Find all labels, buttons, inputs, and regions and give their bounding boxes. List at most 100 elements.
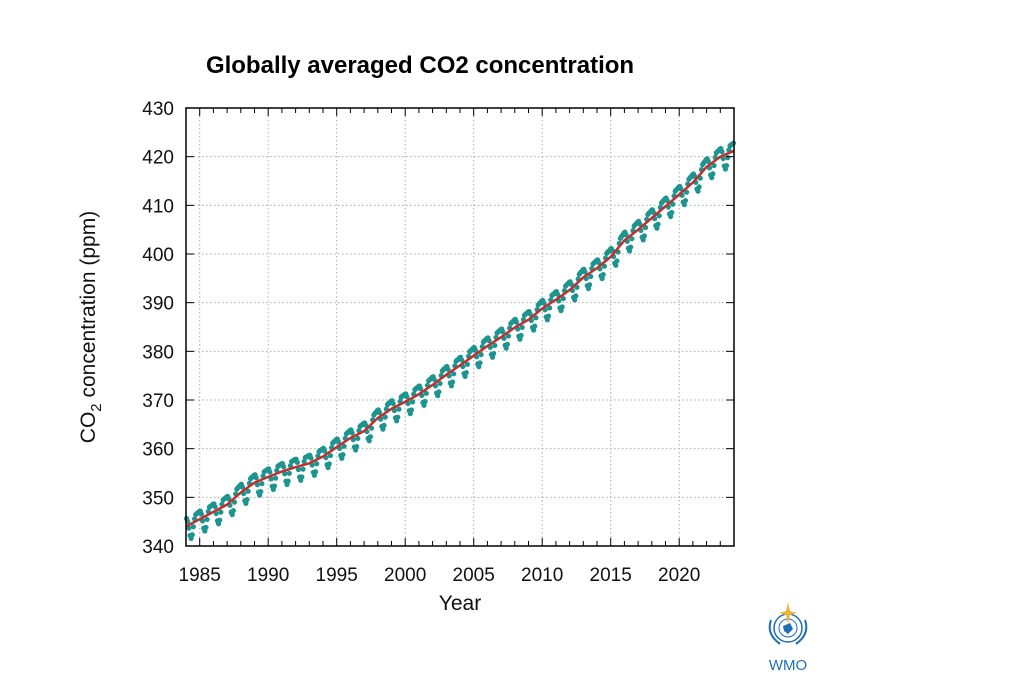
y-tick-label: 390 xyxy=(142,294,174,315)
monthly-point xyxy=(217,517,223,523)
monthly-point xyxy=(500,329,506,335)
monthly-point xyxy=(669,209,675,216)
y-axis-label: CO2 concentration (ppm) xyxy=(77,211,105,443)
x-tick-label: 2015 xyxy=(590,565,632,586)
x-tick-label: 2020 xyxy=(658,565,700,586)
monthly-point xyxy=(431,376,437,383)
monthly-point xyxy=(696,184,702,190)
monthly-point xyxy=(626,248,633,254)
monthly-point xyxy=(681,202,687,208)
x-tick-label: 1990 xyxy=(247,565,289,586)
monthly-point xyxy=(204,516,210,523)
monthly-point xyxy=(239,484,246,490)
monthly-point xyxy=(656,213,662,219)
monthly-point xyxy=(271,483,278,489)
monthly-point xyxy=(301,459,307,465)
monthly-point xyxy=(486,338,492,344)
monthly-point xyxy=(354,443,360,450)
monthly-point xyxy=(212,504,218,510)
y-tick-label: 420 xyxy=(142,148,174,169)
monthly-point xyxy=(684,189,690,195)
monthly-point xyxy=(314,461,320,467)
monthly-point xyxy=(545,313,552,319)
y-tick-label: 370 xyxy=(142,391,174,412)
x-tick-label: 2000 xyxy=(384,565,426,586)
wmo-logo-text: WMO xyxy=(769,657,807,674)
monthly-point xyxy=(408,407,415,413)
monthly-point xyxy=(560,296,566,302)
monthly-point xyxy=(664,198,670,204)
monthly-point xyxy=(253,475,259,481)
monthly-point xyxy=(437,380,443,387)
monthly-point xyxy=(601,263,608,269)
x-tick-label: 1985 xyxy=(179,565,221,586)
wmo-emblem-icon xyxy=(768,602,808,645)
monthly-point xyxy=(596,259,602,266)
monthly-point xyxy=(422,398,428,405)
monthly-point xyxy=(404,394,410,400)
monthly-point xyxy=(335,439,342,445)
y-tick-label: 360 xyxy=(142,440,174,461)
monthly-point xyxy=(628,244,634,250)
monthly-point xyxy=(229,512,235,518)
monthly-point xyxy=(286,470,292,476)
monthly-point xyxy=(477,360,483,366)
monthly-point xyxy=(367,434,373,440)
monthly-point xyxy=(650,209,657,215)
monthly-point xyxy=(654,225,660,231)
monthly-point xyxy=(396,406,402,412)
monthly-point xyxy=(273,475,279,481)
monthly-point xyxy=(267,469,273,475)
monthly-point xyxy=(555,291,561,297)
grid xyxy=(186,108,734,546)
monthly-point xyxy=(190,524,197,530)
monthly-point xyxy=(203,524,209,531)
monthly-point xyxy=(410,399,416,405)
monthly-point xyxy=(668,213,674,220)
monthly-point xyxy=(531,327,537,333)
y-tick-label: 410 xyxy=(142,196,174,217)
monthly-point xyxy=(711,162,717,169)
y-tick-label: 430 xyxy=(142,99,174,120)
monthly-point xyxy=(244,496,250,503)
monthly-point xyxy=(705,158,711,164)
y-tick-label: 380 xyxy=(142,342,174,363)
monthly-point xyxy=(623,232,629,238)
monthly-point xyxy=(695,188,701,194)
monthly-point xyxy=(295,466,302,473)
monthly-point xyxy=(464,361,471,367)
monthly-point xyxy=(492,342,498,348)
monthly-point xyxy=(390,401,396,407)
monthly-point xyxy=(518,332,524,339)
monthly-point xyxy=(614,258,620,264)
trend-line xyxy=(185,149,735,528)
x-tick-label: 2005 xyxy=(453,565,495,586)
monthly-point xyxy=(682,198,689,204)
monthly-point xyxy=(513,319,520,325)
x-axis-label: Year xyxy=(439,592,481,615)
monthly-point xyxy=(355,435,361,442)
monthly-point xyxy=(572,297,578,303)
monthly-point xyxy=(533,315,539,321)
data-marks xyxy=(183,140,737,541)
monthly-point xyxy=(226,496,232,502)
monthly-point xyxy=(285,478,291,484)
chart-title: Globally averaged CO2 concentration xyxy=(206,52,634,79)
monthly-point xyxy=(198,511,205,517)
x-tick-label: 2010 xyxy=(521,565,563,586)
monthly-point xyxy=(259,481,265,487)
monthly-point xyxy=(281,464,287,470)
monthly-point xyxy=(326,461,332,467)
monthly-point xyxy=(637,221,643,227)
monthly-point xyxy=(258,489,264,495)
monthly-point xyxy=(504,341,510,347)
monthly-point xyxy=(395,414,401,420)
monthly-point xyxy=(586,282,593,288)
monthly-point xyxy=(327,452,334,459)
monthly-point xyxy=(613,262,619,268)
monthly-point xyxy=(478,351,484,358)
monthly-point xyxy=(366,438,372,444)
monthly-point xyxy=(308,455,314,461)
monthly-point xyxy=(725,155,731,161)
monthly-point xyxy=(547,305,553,311)
